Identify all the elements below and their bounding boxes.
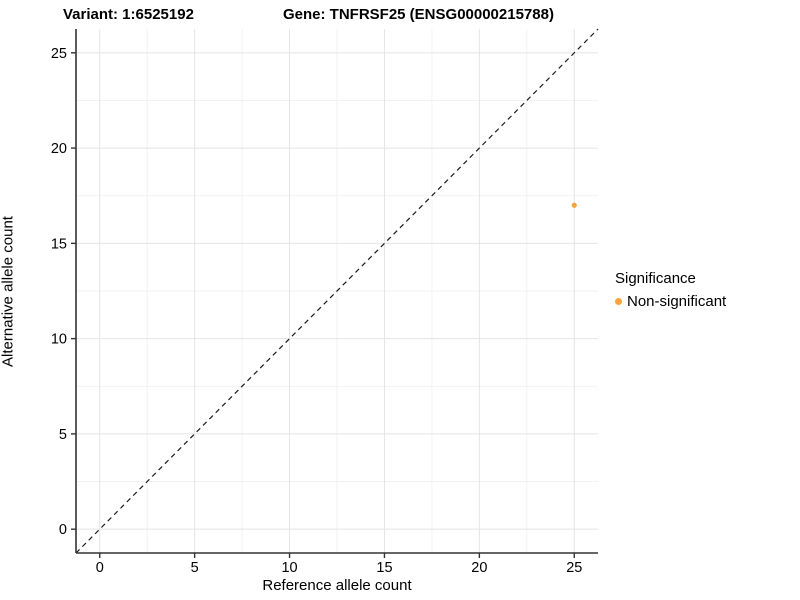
y-tick-label: 15 bbox=[51, 236, 67, 252]
x-tick-label: 20 bbox=[471, 560, 487, 576]
variant-title: Variant: 1:6525192 bbox=[63, 6, 194, 23]
legend-entry: Non-significant bbox=[615, 293, 726, 310]
legend: Significance Non-significant bbox=[615, 270, 726, 310]
legend-entry-label: Non-significant bbox=[627, 293, 727, 310]
x-tick-label: 10 bbox=[281, 560, 297, 576]
x-axis-title: Reference allele count bbox=[262, 577, 412, 594]
legend-title: Significance bbox=[615, 270, 696, 287]
x-tick-label: 25 bbox=[566, 560, 582, 576]
y-tick-label: 25 bbox=[51, 46, 67, 62]
x-tick-label: 15 bbox=[376, 560, 392, 576]
x-tick-label: 5 bbox=[191, 560, 199, 576]
legend-point-icon bbox=[615, 298, 622, 305]
y-tick-label: 20 bbox=[51, 141, 67, 157]
y-tick-label: 0 bbox=[59, 522, 67, 538]
y-tick-label: 10 bbox=[51, 332, 67, 348]
identity-dashed-line bbox=[75, 28, 599, 554]
data-point bbox=[571, 202, 577, 208]
y-tick-label: 5 bbox=[59, 427, 67, 443]
gene-title: Gene: TNFRSF25 (ENSG00000215788) bbox=[283, 6, 554, 23]
y-axis-title: Alternative allele count bbox=[0, 216, 17, 367]
x-tick-label: 0 bbox=[96, 560, 104, 576]
